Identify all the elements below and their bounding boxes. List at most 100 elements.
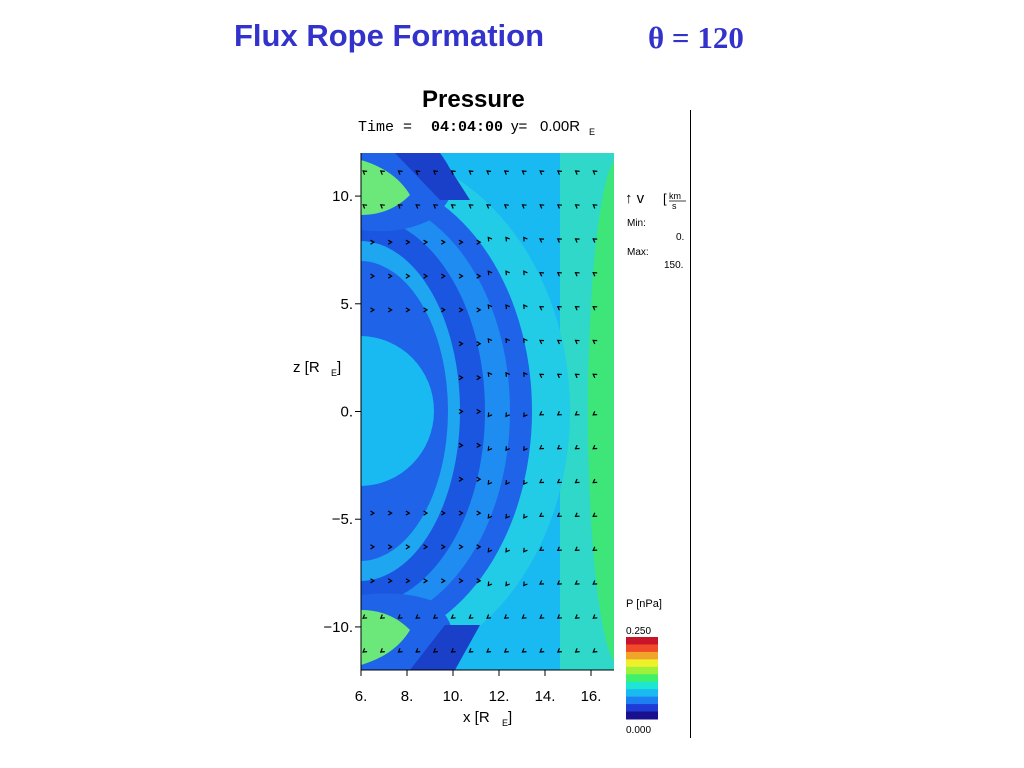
- colorbar-swatch: [626, 674, 658, 683]
- y-tick-label: −5.: [332, 511, 353, 528]
- velocity-arrow: [556, 272, 562, 277]
- y-tick-label: 10.: [332, 188, 353, 205]
- velocity-arrow: [362, 204, 368, 209]
- velocity-arrow: [415, 204, 421, 209]
- y-tick-label: −10.: [323, 619, 353, 636]
- velocity-arrow: [458, 476, 464, 482]
- velocity-arrow: [397, 614, 403, 619]
- velocity-arrow: [556, 444, 562, 450]
- velocity-arrow: [505, 581, 510, 587]
- velocity-arrow: [450, 170, 456, 175]
- velocity-arrow: [592, 648, 598, 653]
- velocity-arrow: [503, 170, 509, 175]
- y-axis-ticks: 10. 5. 0. −5. −10.: [323, 188, 361, 636]
- velocity-arrow: [370, 273, 376, 279]
- velocity-arrow: [539, 411, 545, 416]
- x-tick-label: 8.: [401, 688, 414, 705]
- vector-field: [362, 170, 598, 653]
- velocity-arrow: [505, 446, 510, 452]
- velocity-arrow: [487, 270, 493, 276]
- velocity-arrow: [486, 204, 492, 209]
- velocity-arrow: [423, 307, 429, 313]
- y-tick-label: 0.: [340, 404, 353, 421]
- x-axis-ticks: 6. 8. 10. 12. 14. 16.: [355, 670, 602, 705]
- velocity-arrow: [523, 304, 528, 310]
- colorbar-label: P [nPa]: [626, 598, 662, 610]
- velocity-arrow: [592, 614, 598, 619]
- velocity-arrow: [505, 236, 510, 242]
- velocity-arrow: [487, 547, 493, 553]
- velocity-arrow: [405, 273, 411, 279]
- velocity-arrow: [362, 614, 368, 619]
- vector-max-label: Max:: [627, 247, 649, 258]
- velocity-arrow: [592, 204, 598, 209]
- velocity-arrow: [423, 544, 429, 550]
- velocity-arrow: [539, 339, 545, 345]
- vector-min-value: 0.: [676, 232, 684, 243]
- y-label: y=: [511, 118, 528, 135]
- velocity-arrow: [440, 239, 446, 245]
- velocity-arrow: [487, 513, 493, 519]
- svg-text:]: ]: [337, 359, 341, 376]
- velocity-arrow: [592, 238, 598, 243]
- y-value-sub: E: [589, 127, 595, 137]
- velocity-arrow: [574, 305, 580, 311]
- velocity-arrow: [523, 581, 528, 587]
- velocity-arrow: [379, 170, 385, 175]
- velocity-arrow: [592, 272, 598, 277]
- y-value: 0.00R: [540, 118, 580, 135]
- velocity-arrow: [539, 272, 545, 277]
- velocity-arrow: [476, 239, 482, 245]
- velocity-arrow: [487, 304, 493, 310]
- velocity-arrow: [503, 648, 509, 653]
- velocity-arrow: [476, 544, 482, 550]
- vector-max-value: 150.: [664, 260, 683, 271]
- velocity-arrow: [415, 648, 421, 653]
- velocity-arrow: [476, 510, 482, 516]
- velocity-arrow: [362, 648, 368, 653]
- velocity-arrow: [458, 375, 464, 381]
- velocity-arrow: [476, 408, 482, 415]
- velocity-arrow: [539, 648, 545, 653]
- velocity-arrow: [440, 544, 446, 550]
- velocity-arrow: [397, 204, 403, 209]
- velocity-arrow: [523, 513, 528, 519]
- velocity-arrow: [432, 204, 438, 209]
- x-axis-label-sub: E: [502, 718, 508, 728]
- x-tick-label: 16.: [581, 688, 602, 705]
- velocity-arrow: [440, 273, 446, 279]
- velocity-arrow: [458, 442, 464, 448]
- velocity-arrow: [370, 307, 376, 313]
- colorbar-swatch: [626, 696, 658, 705]
- velocity-arrow: [556, 339, 562, 345]
- velocity-arrow: [423, 273, 429, 279]
- velocity-arrow: [458, 578, 464, 584]
- velocity-arrow: [592, 444, 598, 450]
- velocity-arrow: [556, 238, 562, 243]
- velocity-arrow: [505, 412, 510, 418]
- velocity-arrow: [574, 373, 580, 379]
- velocity-arrow: [539, 170, 545, 175]
- colorbar-swatch: [626, 644, 658, 653]
- velocity-arrow: [505, 337, 510, 343]
- velocity-arrow: [440, 578, 446, 584]
- x-tick-label: 6.: [355, 688, 368, 705]
- angle-label: θ = 120: [648, 20, 744, 55]
- time-value: 04:04:00: [431, 119, 503, 136]
- svg-text:]: ]: [508, 709, 512, 726]
- velocity-arrow: [458, 510, 464, 516]
- velocity-arrow: [556, 512, 562, 518]
- velocity-arrow: [476, 476, 482, 482]
- velocity-arrow: [523, 547, 528, 553]
- velocity-arrow: [370, 510, 376, 516]
- velocity-arrow: [539, 444, 545, 450]
- velocity-arrow: [405, 510, 411, 516]
- velocity-arrow: [592, 580, 598, 585]
- velocity-arrow: [468, 648, 474, 653]
- velocity-arrow: [592, 478, 598, 484]
- velocity-arrow: [556, 373, 562, 379]
- velocity-arrow: [387, 578, 393, 584]
- velocity-arrow: [486, 648, 492, 653]
- x-axis-label: x [R: [463, 709, 490, 726]
- velocity-arrow: [505, 304, 510, 310]
